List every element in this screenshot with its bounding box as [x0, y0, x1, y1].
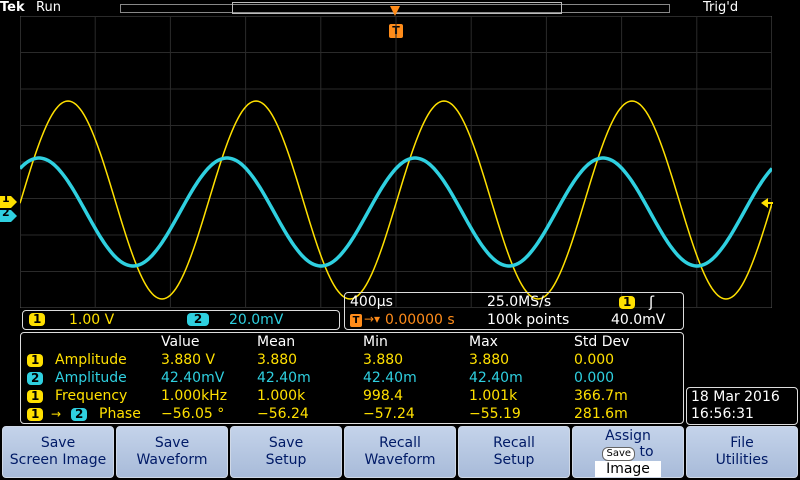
time-per-div: 400µs: [350, 294, 393, 310]
measurement-source2-badge: 2: [71, 408, 88, 421]
measurement-label: Frequency: [55, 388, 128, 404]
run-status: Run: [36, 0, 61, 15]
record-length: 100k points: [487, 312, 570, 328]
recall-setup-button[interactable]: Recall Setup: [458, 426, 570, 478]
measurement-source-badge: 2: [27, 372, 44, 385]
ch1-waveform: [19, 100, 773, 300]
softkey-bar: Save Screen Image Save Waveform Save Set…: [0, 426, 800, 480]
recall-waveform-button[interactable]: Recall Waveform: [344, 426, 456, 478]
measurement-value: 1.000k: [257, 388, 306, 404]
record-view-window: [232, 2, 562, 14]
trigger-status: Trig'd: [703, 0, 739, 15]
measurement-value: −56.05 °: [161, 406, 225, 422]
measurement-label: Phase: [99, 406, 141, 422]
ch1-scale: 1.00 V: [69, 312, 115, 328]
measurements-panel[interactable]: Value Mean Min Max Std Dev 1 Amplitude 3.8…: [20, 332, 684, 424]
measurement-header-row: Value Mean Min Max Std Dev: [161, 334, 630, 350]
measurement-value: 42.40mV: [161, 370, 225, 386]
measurement-source-badge: 1: [27, 390, 44, 403]
ch1-ground-marker[interactable]: 1: [0, 192, 18, 208]
sample-rate: 25.0MS/s: [487, 294, 552, 310]
measurement-row[interactable]: 1 Frequency 1.000kHz 1.000k 998.4 1.001k 366.7…: [21, 387, 685, 405]
measurement-value: 366.7m: [574, 388, 628, 404]
measurement-value: −57.24: [363, 406, 415, 422]
measurement-value: 42.40m: [257, 370, 311, 386]
trigger-level: 40.0mV: [611, 312, 666, 328]
measurement-label: Amplitude: [55, 352, 127, 368]
measurement-value: 3.880: [257, 352, 298, 368]
date: 18 Mar 2016: [691, 389, 780, 405]
ch2-ground-marker[interactable]: 2: [0, 206, 18, 222]
measurement-value: −55.19: [469, 406, 521, 422]
trigger-offset-arrow-icon: →▾: [364, 312, 381, 326]
measurement-value: 0.000: [574, 370, 615, 386]
save-screen-image-button[interactable]: Save Screen Image: [2, 426, 114, 478]
save-waveform-button[interactable]: Save Waveform: [116, 426, 228, 478]
ch1-badge: 1: [29, 313, 46, 326]
measurement-value: −56.24: [257, 406, 309, 422]
save-setup-button[interactable]: Save Setup: [230, 426, 342, 478]
measurement-value: 3.880: [469, 352, 510, 368]
trigger-position-arrow-icon: [389, 2, 401, 16]
ch2-waveform: [18, 156, 774, 268]
ch2-badge: 2: [187, 313, 209, 326]
measurement-value: 42.40m: [469, 370, 523, 386]
measurement-value: 281.6m: [574, 406, 628, 422]
measurement-row[interactable]: 1 Amplitude 3.880 V 3.880 3.880 3.880 0.000: [21, 351, 685, 369]
trigger-source-badge: 1: [619, 296, 636, 309]
trigger-slope-icon: ʃ: [649, 293, 655, 311]
measurement-source-badge: 1: [27, 408, 44, 421]
brand-logo: Tek: [0, 0, 25, 15]
timebase-readout[interactable]: 400µs 25.0MS/s 1 ʃ T →▾ 0.00000 s 100k p…: [344, 292, 684, 330]
measurement-label: Amplitude: [55, 370, 127, 386]
date-time-readout: 18 Mar 2016 16:56:31: [686, 387, 798, 425]
trigger-level-arrow-icon[interactable]: [760, 194, 774, 208]
assign-save-to-image-button[interactable]: Assign Save to Image: [572, 426, 684, 478]
measurement-value: 998.4: [363, 388, 404, 404]
measurement-row[interactable]: 1 → 2 Phase −56.05 ° −56.24 −57.24 −55.19 281.6m: [21, 405, 685, 423]
save-button-icon: Save: [602, 447, 636, 461]
measurement-value: 1.001k: [469, 388, 518, 404]
measurement-value: 0.000: [574, 352, 615, 368]
ch2-scale: 20.0mV: [229, 312, 284, 328]
time: 16:56:31: [691, 406, 754, 422]
measurement-value: 42.40m: [363, 370, 417, 386]
measurement-row[interactable]: 2 Amplitude 42.40mV 42.40m 42.40m 42.40m 0.000: [21, 369, 685, 387]
trigger-position: 0.00000 s: [385, 312, 455, 328]
graticule: [18, 15, 774, 309]
arrow-icon: →: [51, 407, 62, 421]
waveform-display[interactable]: [18, 15, 774, 309]
trigger-position-icon: T: [350, 314, 362, 327]
file-utilities-button[interactable]: File Utilities: [686, 426, 798, 478]
channel-scale-readout[interactable]: 1 1.00 V 2 20.0mV: [22, 310, 340, 330]
measurement-value: 3.880: [363, 352, 404, 368]
measurement-value: 1.000kHz: [161, 388, 228, 404]
measurement-source-badge: 1: [27, 354, 44, 367]
measurement-value: 3.880 V: [161, 352, 216, 368]
